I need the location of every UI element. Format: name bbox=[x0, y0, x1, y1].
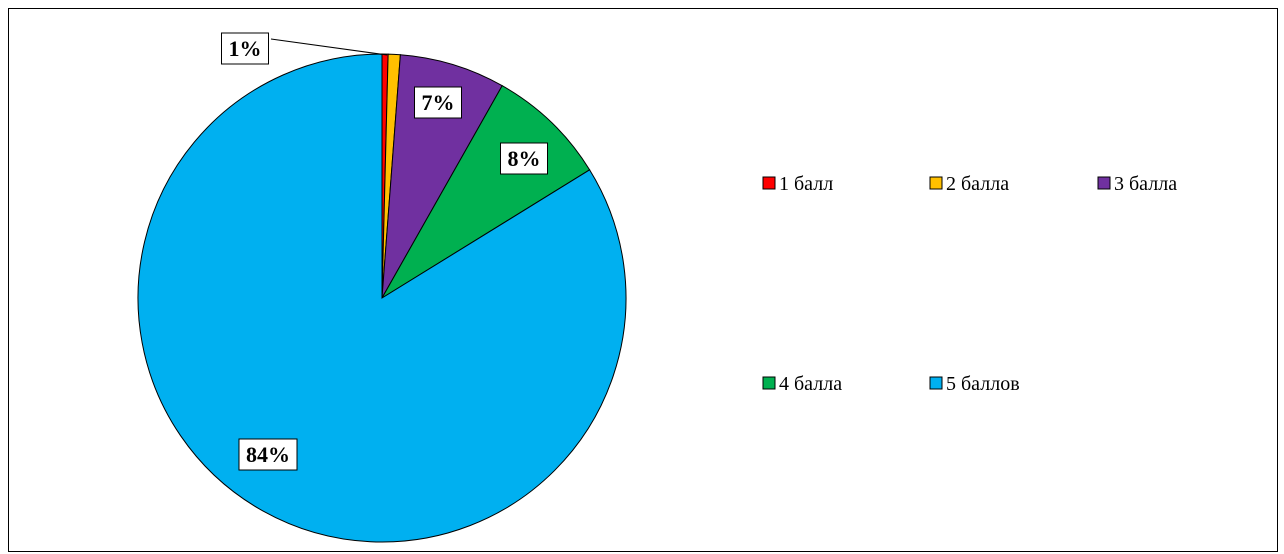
leader-line bbox=[270, 38, 388, 56]
svg-text:84%: 84% bbox=[246, 442, 290, 467]
pie-slice-4-balla bbox=[381, 84, 591, 299]
legend-label: 2 балла bbox=[946, 173, 1009, 195]
svg-text:8%: 8% bbox=[508, 146, 541, 171]
legend-swatch bbox=[929, 376, 943, 390]
data-label-3-balla: 7% bbox=[414, 86, 462, 119]
svg-text:7%: 7% bbox=[422, 90, 455, 115]
pie-slice-3-balla bbox=[381, 54, 503, 299]
legend-item-1-ball: 1 балл bbox=[762, 173, 833, 195]
legend-swatch bbox=[762, 376, 776, 390]
legend-swatch bbox=[929, 176, 943, 190]
pie-slice-5-ballov bbox=[137, 53, 627, 543]
legend-label: 4 балла bbox=[779, 373, 842, 395]
data-label-2-balla: 1% bbox=[221, 32, 269, 65]
legend-label: 3 балла bbox=[1114, 173, 1177, 195]
legend-swatch bbox=[1097, 176, 1111, 190]
legend-item-4-balla: 4 балла bbox=[762, 373, 842, 395]
legend-swatch bbox=[762, 176, 776, 190]
data-label-5-ballov: 84% bbox=[238, 438, 298, 471]
legend-label: 1 балл bbox=[779, 173, 833, 195]
chart-border bbox=[8, 8, 1278, 552]
legend-item-2-balla: 2 балла bbox=[929, 173, 1009, 195]
legend-item-5-ballov: 5 баллов bbox=[929, 373, 1020, 395]
data-label-4-balla: 8% bbox=[500, 142, 548, 175]
legend-item-3-balla: 3 балла bbox=[1097, 173, 1177, 195]
svg-text:1%: 1% bbox=[229, 36, 262, 61]
legend-label: 5 баллов bbox=[946, 373, 1020, 395]
